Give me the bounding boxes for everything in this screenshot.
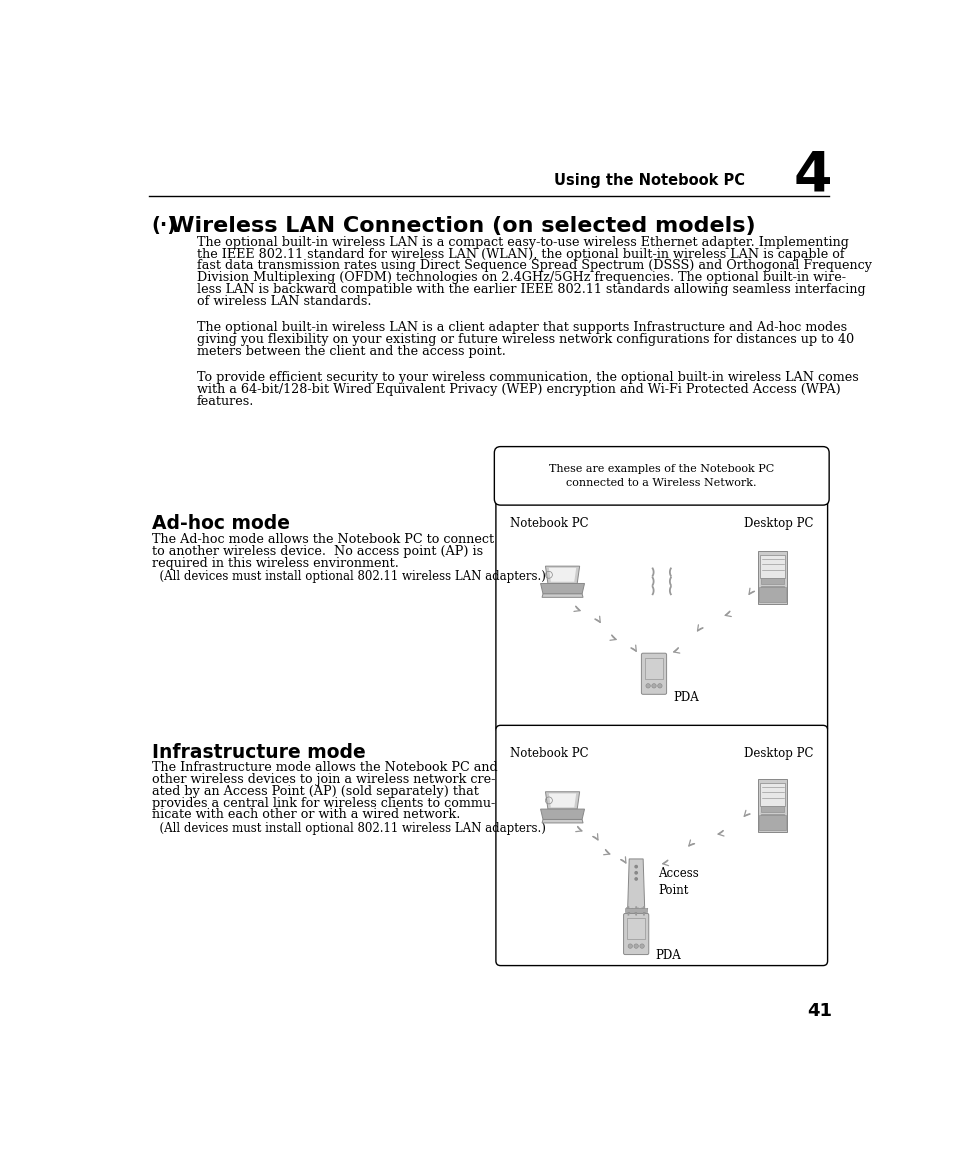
Text: less LAN is backward compatible with the earlier IEEE 802.11 standards allowing : less LAN is backward compatible with the… bbox=[196, 283, 864, 297]
Text: with a 64-bit/128-bit Wired Equivalent Privacy (WEP) encryption and Wi-Fi Protec: with a 64-bit/128-bit Wired Equivalent P… bbox=[196, 382, 840, 396]
Circle shape bbox=[657, 684, 661, 688]
Text: giving you flexibility on your existing or future wireless network configuration: giving you flexibility on your existing … bbox=[196, 333, 853, 346]
FancyBboxPatch shape bbox=[496, 495, 827, 732]
Circle shape bbox=[627, 944, 632, 948]
FancyBboxPatch shape bbox=[624, 908, 646, 912]
Text: to another wireless device.  No access point (AP) is: to another wireless device. No access po… bbox=[152, 545, 482, 558]
FancyBboxPatch shape bbox=[759, 587, 785, 602]
Polygon shape bbox=[548, 568, 576, 582]
Text: nicate with each other or with a wired network.: nicate with each other or with a wired n… bbox=[152, 808, 459, 821]
Polygon shape bbox=[541, 594, 582, 597]
Text: required in this wireless environment.: required in this wireless environment. bbox=[152, 557, 398, 569]
Polygon shape bbox=[540, 583, 584, 594]
Text: These are examples of the Notebook PC
connected to a Wireless Network.: These are examples of the Notebook PC co… bbox=[549, 464, 774, 487]
Circle shape bbox=[645, 684, 650, 688]
FancyBboxPatch shape bbox=[760, 814, 783, 819]
FancyBboxPatch shape bbox=[760, 556, 784, 579]
Text: (·): (·) bbox=[152, 216, 176, 234]
Text: Access
Point: Access Point bbox=[658, 867, 698, 897]
Text: provides a central link for wireless clients to commu-: provides a central link for wireless cli… bbox=[152, 797, 495, 810]
Text: features.: features. bbox=[196, 395, 253, 408]
Text: meters between the client and the access point.: meters between the client and the access… bbox=[196, 345, 505, 358]
Text: PDA: PDA bbox=[673, 692, 699, 705]
Text: The optional built-in wireless LAN is a compact easy-to-use wireless Ethernet ad: The optional built-in wireless LAN is a … bbox=[196, 236, 848, 248]
Polygon shape bbox=[548, 793, 576, 807]
Text: Division Multiplexing (OFDM) technologies on 2.4GHz/5GHz frequencies. The option: Division Multiplexing (OFDM) technologie… bbox=[196, 271, 845, 284]
Text: of wireless LAN standards.: of wireless LAN standards. bbox=[196, 296, 371, 308]
Text: (All devices must install optional 802.11 wireless LAN adapters.): (All devices must install optional 802.1… bbox=[152, 822, 545, 835]
FancyBboxPatch shape bbox=[757, 780, 786, 832]
Circle shape bbox=[635, 872, 637, 874]
Text: fast data transmission rates using Direct Sequence Spread Spectrum (DSSS) and Or: fast data transmission rates using Direc… bbox=[196, 260, 871, 273]
Circle shape bbox=[635, 865, 637, 867]
FancyBboxPatch shape bbox=[757, 551, 786, 604]
FancyBboxPatch shape bbox=[759, 814, 785, 830]
Circle shape bbox=[634, 944, 638, 948]
Circle shape bbox=[639, 944, 643, 948]
FancyBboxPatch shape bbox=[760, 586, 783, 591]
Text: other wireless devices to join a wireless network cre-: other wireless devices to join a wireles… bbox=[152, 773, 495, 785]
FancyBboxPatch shape bbox=[496, 725, 827, 966]
Text: The optional built-in wireless LAN is a client adapter that supports Infrastruct: The optional built-in wireless LAN is a … bbox=[196, 321, 846, 334]
Text: Ad-hoc mode: Ad-hoc mode bbox=[152, 514, 290, 534]
Text: Notebook PC: Notebook PC bbox=[509, 747, 588, 760]
Text: Wireless LAN Connection (on selected models): Wireless LAN Connection (on selected mod… bbox=[170, 216, 755, 236]
Text: (All devices must install optional 802.11 wireless LAN adapters.): (All devices must install optional 802.1… bbox=[152, 571, 545, 583]
Polygon shape bbox=[545, 792, 579, 808]
Text: Infrastructure mode: Infrastructure mode bbox=[152, 743, 365, 762]
Text: Desktop PC: Desktop PC bbox=[743, 517, 813, 530]
Polygon shape bbox=[627, 859, 644, 909]
FancyBboxPatch shape bbox=[627, 918, 644, 939]
FancyBboxPatch shape bbox=[760, 579, 783, 583]
FancyBboxPatch shape bbox=[494, 447, 828, 505]
Text: To provide efficient security to your wireless communication, the optional built: To provide efficient security to your wi… bbox=[196, 371, 858, 383]
Circle shape bbox=[651, 684, 656, 688]
FancyBboxPatch shape bbox=[623, 914, 648, 954]
FancyBboxPatch shape bbox=[644, 658, 662, 679]
Polygon shape bbox=[541, 820, 582, 822]
FancyBboxPatch shape bbox=[760, 806, 783, 812]
Text: The Infrastructure mode allows the Notebook PC and: The Infrastructure mode allows the Noteb… bbox=[152, 761, 497, 774]
FancyBboxPatch shape bbox=[640, 654, 666, 694]
Text: 41: 41 bbox=[806, 1003, 831, 1020]
Text: ated by an Access Point (AP) (sold separately) that: ated by an Access Point (AP) (sold separ… bbox=[152, 784, 478, 798]
Text: The Ad-hoc mode allows the Notebook PC to connect: The Ad-hoc mode allows the Notebook PC t… bbox=[152, 532, 494, 546]
Text: Notebook PC: Notebook PC bbox=[509, 517, 588, 530]
Text: PDA: PDA bbox=[655, 949, 680, 962]
Circle shape bbox=[635, 878, 637, 880]
Polygon shape bbox=[540, 808, 584, 820]
Text: Desktop PC: Desktop PC bbox=[743, 747, 813, 760]
Text: the IEEE 802.11 standard for wireless LAN (WLAN), the optional built-in wireless: the IEEE 802.11 standard for wireless LA… bbox=[196, 247, 843, 261]
Text: Using the Notebook PC: Using the Notebook PC bbox=[554, 173, 744, 188]
Polygon shape bbox=[545, 566, 579, 583]
FancyBboxPatch shape bbox=[760, 783, 784, 806]
Text: 4: 4 bbox=[793, 149, 831, 202]
